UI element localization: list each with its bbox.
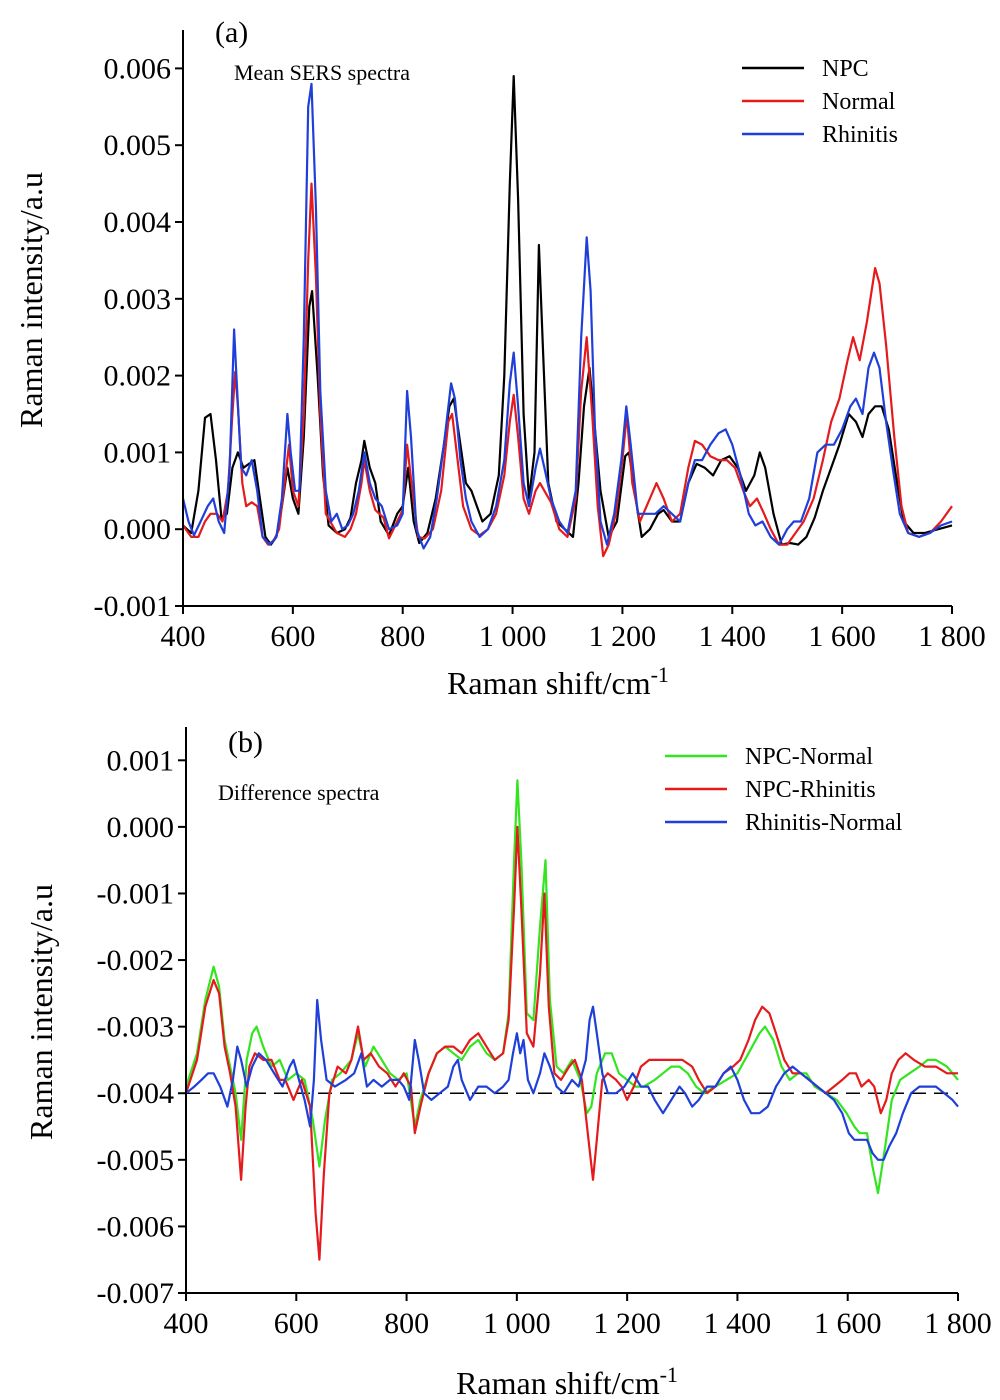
x-tick-label-b: 600	[274, 1307, 319, 1340]
annotation-b: Difference spectra	[218, 780, 380, 805]
y-tick-label-a: 0.003	[104, 283, 172, 316]
x-axis-title-a: Raman shift/cm-1	[447, 662, 669, 701]
y-tick-label-a: 0.001	[104, 436, 172, 469]
legend-b: NPC-Normal NPC-Rhinitis Rhinitis-Normal	[665, 744, 903, 836]
series-line-normal	[182, 182, 953, 558]
series-layer-a	[181, 75, 953, 558]
series-line-npc-rhinitis	[184, 825, 958, 1261]
series-line-rhinitis	[181, 82, 953, 550]
legend-a: NPC Normal Rhinitis	[742, 56, 898, 148]
x-axis-title-b-text: Raman shift/cm	[456, 1365, 660, 1400]
x-axis-title-a-text: Raman shift/cm	[447, 665, 651, 701]
x-tick-label-a: 1 200	[589, 620, 657, 653]
y-tick-label-b: -0.004	[97, 1077, 175, 1110]
series-line-rhinitis-normal	[185, 998, 959, 1161]
x-axis-title-b: Raman shift/cm-1	[456, 1362, 678, 1400]
y-tick-label-b: -0.006	[97, 1210, 175, 1243]
x-tick-label-b: 1 200	[593, 1307, 661, 1340]
y-axis-title-a: Raman intensity/a.u	[13, 172, 49, 428]
legend-label-rhinitis: Rhinitis	[822, 122, 898, 148]
y-tick-label-a: 0.006	[104, 52, 172, 85]
x-tick-label-a: 1 800	[918, 620, 986, 653]
legend-label-rhinitis-normal: Rhinitis-Normal	[745, 810, 903, 836]
y-tick-label-b: -0.003	[97, 1011, 175, 1044]
y-tick-label-a: 0.000	[104, 513, 172, 546]
y-tick-label-a: 0.004	[104, 206, 172, 239]
x-tick-label-b: 1 000	[483, 1307, 551, 1340]
y-axis-title-b: Raman intensity/a.u	[23, 884, 59, 1140]
y-tick-label-b: -0.002	[97, 944, 175, 977]
panel-label-a: (a)	[215, 16, 248, 49]
panel-label-b: (b)	[228, 726, 263, 759]
y-tick-label-b: -0.007	[97, 1277, 175, 1310]
x-tick-label-b: 1 600	[814, 1307, 882, 1340]
x-axis-title-b-sup: -1	[660, 1362, 678, 1387]
x-tick-label-b: 1 400	[704, 1307, 772, 1340]
x-tick-label-a: 1 400	[699, 620, 767, 653]
x-tick-label-b: 1 800	[924, 1307, 992, 1340]
chart-panel-a: -0.001 0.000 0.001 0.002 0.003 0.004 0.005 0.00…	[13, 16, 986, 701]
y-tick-label-b: -0.001	[97, 877, 175, 910]
legend-label-normal: Normal	[822, 89, 896, 115]
series-line-npc-normal	[184, 779, 959, 1195]
y-tick-label-a: 0.005	[104, 129, 172, 162]
legend-label-npc: NPC	[822, 56, 869, 82]
x-tick-label-a: 400	[161, 620, 206, 653]
x-tick-label-a: 600	[270, 620, 315, 653]
series-layer-b	[184, 779, 959, 1261]
x-tick-label-a: 1 000	[479, 620, 547, 653]
x-tick-label-b: 800	[384, 1307, 429, 1340]
y-tick-label-a: -0.001	[94, 590, 172, 623]
axes-a: -0.001 0.000 0.001 0.002 0.003 0.004 0.005 0.00…	[94, 30, 986, 653]
y-tick-label-b: 0.001	[107, 744, 175, 777]
y-tick-label-b: -0.005	[97, 1144, 175, 1177]
y-tick-label-a: 0.002	[104, 360, 172, 393]
x-tick-label-a: 1 600	[808, 620, 876, 653]
x-axis-title-a-sup: -1	[651, 662, 669, 687]
legend-label-npc-normal: NPC-Normal	[745, 744, 873, 770]
y-tick-label-b: 0.000	[107, 811, 175, 844]
x-tick-label-b: 400	[164, 1307, 209, 1340]
chart-panel-b: -0.007 -0.006 -0.005 -0.004 -0.003 -0.002 -0.0…	[23, 726, 992, 1400]
x-tick-label-a: 800	[380, 620, 425, 653]
legend-label-npc-rhinitis: NPC-Rhinitis	[745, 777, 876, 803]
axes-b: -0.007 -0.006 -0.005 -0.004 -0.003 -0.002 -0.0…	[97, 727, 992, 1340]
annotation-a: Mean SERS spectra	[234, 60, 410, 85]
